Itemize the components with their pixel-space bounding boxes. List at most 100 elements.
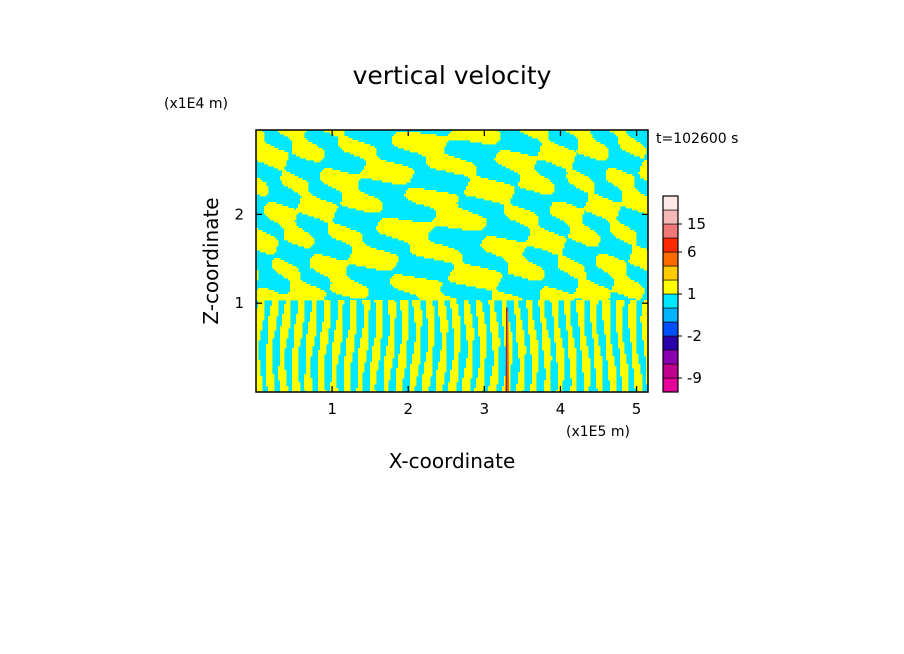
field-cell xyxy=(646,376,648,379)
field-cell xyxy=(428,346,433,349)
field-cell xyxy=(580,338,587,341)
field-cell xyxy=(256,180,263,183)
field-cell xyxy=(366,160,387,163)
field-cell xyxy=(330,280,355,283)
field-cell xyxy=(358,376,363,379)
field-cell xyxy=(384,362,393,365)
field-cell xyxy=(346,352,353,355)
field-cell xyxy=(492,336,499,339)
field-cell xyxy=(324,302,331,305)
field-cell xyxy=(426,352,433,355)
field-cell xyxy=(320,346,327,349)
field-cell xyxy=(454,268,489,271)
field-cell xyxy=(630,338,637,341)
field-cell xyxy=(592,212,619,215)
field-cell xyxy=(342,240,363,243)
field-cell xyxy=(540,312,545,315)
field-cell xyxy=(350,304,357,307)
field-cell xyxy=(268,202,277,205)
field-cell xyxy=(604,326,611,329)
field-cell xyxy=(374,344,381,347)
field-cell xyxy=(278,130,307,133)
field-cell xyxy=(608,378,617,381)
field-cell xyxy=(402,314,409,317)
field-cell xyxy=(594,338,599,341)
field-cell xyxy=(390,314,397,317)
field-cell xyxy=(344,364,351,367)
field-cell xyxy=(624,240,637,243)
field-cell xyxy=(640,266,648,269)
field-cell xyxy=(344,358,353,361)
field-cell xyxy=(308,332,317,335)
field-cell xyxy=(558,256,567,259)
field-cell xyxy=(476,308,483,311)
field-cell xyxy=(542,334,549,337)
field-cell xyxy=(616,312,623,315)
field-cell xyxy=(462,380,471,383)
field-cell xyxy=(332,368,337,371)
field-cell xyxy=(644,348,648,351)
field-cell xyxy=(480,342,487,345)
field-cell xyxy=(256,156,289,159)
field-cell xyxy=(632,356,639,359)
field-cell xyxy=(484,238,507,241)
field-cell xyxy=(256,294,327,297)
colorbar-band xyxy=(662,195,679,211)
field-cell xyxy=(518,184,555,187)
field-cell xyxy=(294,190,309,193)
field-cell xyxy=(606,358,615,361)
field-cell xyxy=(528,324,535,327)
field-cell xyxy=(534,190,555,193)
field-cell xyxy=(256,378,263,381)
field-cell xyxy=(516,318,521,321)
field-cell xyxy=(332,366,337,369)
field-cell xyxy=(356,388,363,391)
field-cell xyxy=(632,350,637,353)
field-cell xyxy=(550,210,585,213)
x-tick-label: 3 xyxy=(480,400,490,418)
field-cell xyxy=(318,380,325,383)
field-cell xyxy=(476,286,497,289)
field-cell xyxy=(372,350,381,353)
field-cell xyxy=(284,304,291,307)
field-cell xyxy=(538,138,549,141)
field-cell xyxy=(580,330,585,333)
field-cell xyxy=(284,134,305,137)
field-cell xyxy=(286,300,291,303)
field-cell xyxy=(496,156,575,159)
field-cell xyxy=(554,324,559,327)
field-cell xyxy=(580,348,589,351)
field-cell xyxy=(610,380,617,383)
field-cell xyxy=(564,302,571,305)
field-cell xyxy=(454,344,461,347)
field-cell xyxy=(278,378,287,381)
field-cell xyxy=(514,302,519,305)
field-cell xyxy=(402,336,409,339)
field-cell xyxy=(280,346,287,349)
field-cell xyxy=(640,166,648,169)
field-cell xyxy=(256,326,263,329)
field-cell xyxy=(594,362,603,365)
field-cell xyxy=(642,310,648,313)
field-cell xyxy=(504,204,513,207)
field-cell xyxy=(280,178,303,181)
field-cell xyxy=(318,352,327,355)
field-cell xyxy=(410,366,419,369)
field-cell xyxy=(354,154,377,157)
field-cell xyxy=(632,342,637,345)
field-cell xyxy=(596,378,603,381)
field-cell xyxy=(346,344,355,347)
field-cell xyxy=(268,316,277,319)
field-cell xyxy=(298,204,337,207)
field-cell xyxy=(256,234,271,237)
field-cell xyxy=(440,354,447,357)
field-cell xyxy=(376,228,433,231)
field-cell xyxy=(616,236,637,239)
field-cell xyxy=(590,306,597,309)
field-cell xyxy=(632,362,639,365)
field-cell xyxy=(498,152,521,155)
field-cell xyxy=(530,388,537,391)
field-cell xyxy=(530,342,539,345)
field-cell xyxy=(256,346,259,349)
field-cell xyxy=(440,324,449,327)
